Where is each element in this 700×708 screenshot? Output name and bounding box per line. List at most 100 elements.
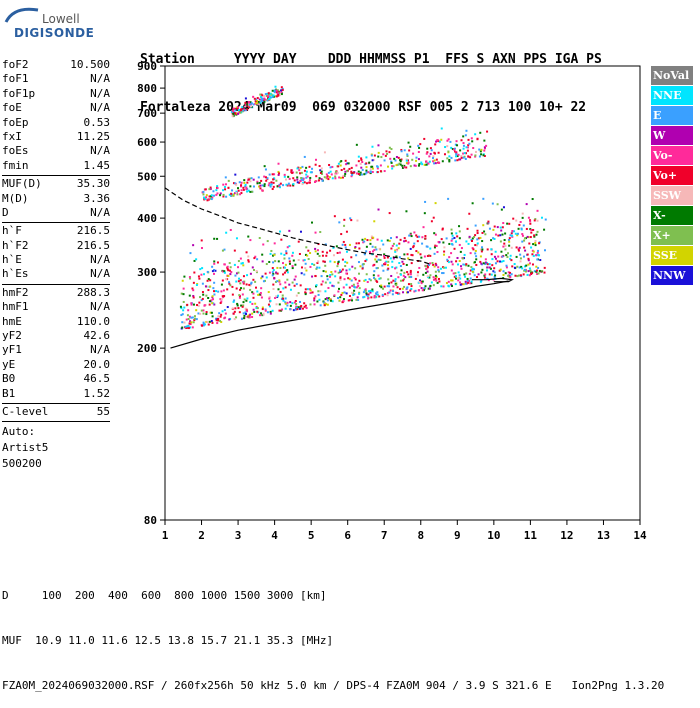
footer-distance-row: D 100 200 400 600 800 1000 1500 3000 [km… <box>2 589 327 602</box>
echo-point <box>509 254 512 257</box>
legend-entry: SSW <box>651 186 693 205</box>
echo-point <box>379 285 382 288</box>
echo-point <box>272 269 275 272</box>
echo-point <box>269 252 272 255</box>
echo-point <box>437 270 440 273</box>
echo-point <box>435 275 438 278</box>
echo-point <box>399 163 402 166</box>
echo-point <box>237 280 240 283</box>
echo-point <box>483 139 486 142</box>
param-label: h`Es <box>2 267 29 281</box>
echo-point <box>345 292 348 295</box>
echo-point <box>378 295 381 298</box>
echo-point <box>313 180 316 183</box>
echo-point <box>259 184 262 187</box>
echo-point <box>470 266 473 269</box>
echo-point <box>392 257 395 260</box>
param-row: MUF(D) 35.30 <box>2 177 110 191</box>
echo-point <box>368 161 371 164</box>
echo-point <box>188 276 191 279</box>
echo-point <box>311 262 314 265</box>
echo-point <box>193 319 196 322</box>
echo-point <box>506 222 509 225</box>
echo-point <box>348 295 351 298</box>
echo-point <box>523 268 526 271</box>
echo-point <box>344 265 347 268</box>
echo-point <box>345 230 348 233</box>
echo-point <box>245 251 248 254</box>
echo-point <box>219 302 222 305</box>
echo-point <box>390 247 393 250</box>
param-label: yE <box>2 357 16 371</box>
profile-line <box>170 280 509 349</box>
echo-point <box>279 186 282 189</box>
echo-point <box>183 321 186 324</box>
echo-point <box>519 260 522 263</box>
echo-point <box>234 109 237 112</box>
echo-point <box>309 171 312 174</box>
echo-point <box>199 296 202 299</box>
echo-point <box>491 264 494 267</box>
echo-point <box>274 260 277 263</box>
echo-point <box>462 144 465 147</box>
echo-point <box>229 273 232 276</box>
echo-point <box>448 160 451 163</box>
echo-point <box>187 327 190 330</box>
echo-point <box>429 284 432 287</box>
echo-point <box>521 233 524 236</box>
echo-point <box>280 298 283 301</box>
echo-point <box>376 267 379 270</box>
echo-point <box>522 224 525 227</box>
echo-point <box>363 295 366 298</box>
echo-point <box>247 255 250 258</box>
legend-entry: X+ <box>651 226 693 245</box>
echo-point <box>434 262 437 265</box>
echo-point <box>291 302 294 305</box>
echo-point <box>287 175 290 178</box>
echo-point <box>536 251 539 254</box>
echo-point <box>472 248 475 251</box>
echo-point <box>426 264 429 267</box>
echo-point <box>309 291 312 294</box>
echo-point <box>513 266 516 269</box>
echo-point <box>282 297 285 300</box>
echo-point <box>429 247 432 250</box>
echo-point <box>498 269 501 272</box>
echo-point <box>213 281 216 284</box>
echo-point <box>336 297 339 300</box>
echo-point <box>235 106 238 109</box>
echo-point <box>242 275 245 278</box>
echo-point <box>284 302 287 305</box>
echo-point <box>209 188 212 191</box>
echo-point <box>460 283 463 286</box>
echo-point <box>405 159 408 162</box>
echo-point <box>203 304 206 307</box>
echo-point <box>309 176 312 179</box>
echo-point <box>247 101 250 104</box>
echo-point <box>314 285 317 288</box>
echo-point <box>244 185 247 188</box>
echo-point <box>246 297 249 300</box>
echo-point <box>286 278 289 281</box>
echo-point <box>289 288 292 291</box>
echo-point <box>524 249 527 252</box>
echo-point <box>273 242 276 245</box>
echo-point <box>377 155 380 158</box>
echo-point <box>452 272 455 275</box>
echo-point <box>421 236 424 239</box>
echo-point <box>250 102 253 105</box>
param-value: N/A <box>90 343 110 357</box>
echo-point <box>535 254 538 257</box>
echo-point <box>437 151 440 154</box>
echo-point <box>197 304 200 307</box>
echo-point <box>386 285 389 288</box>
echo-point <box>200 239 203 242</box>
echo-point <box>313 297 316 300</box>
echo-point <box>255 305 258 308</box>
echo-point <box>392 290 395 293</box>
echo-point <box>321 179 324 182</box>
echo-point <box>278 280 281 283</box>
echo-point <box>501 226 504 229</box>
echo-point <box>211 295 214 298</box>
echo-point <box>521 216 524 219</box>
